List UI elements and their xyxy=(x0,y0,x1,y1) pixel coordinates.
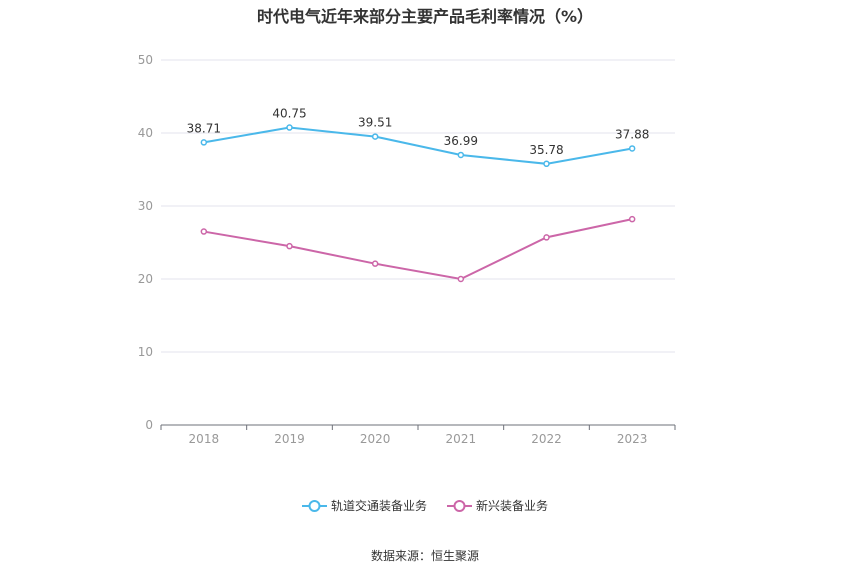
legend-item[interactable]: 新兴装备业务 xyxy=(447,497,548,514)
data-label: 37.88 xyxy=(615,127,649,141)
x-tick-label: 2019 xyxy=(274,432,305,446)
data-point xyxy=(628,215,636,223)
data-point xyxy=(371,260,379,267)
data-point xyxy=(543,160,550,168)
data-label: 35.78 xyxy=(529,143,563,157)
legend-item[interactable]: 轨道交通装备业务 xyxy=(301,497,427,514)
y-tick-label: 50 xyxy=(138,53,153,67)
data-label: 36.99 xyxy=(444,134,478,148)
y-tick-label: 30 xyxy=(138,199,153,213)
data-point xyxy=(457,151,465,159)
data-label: 40.75 xyxy=(272,107,306,121)
data-point xyxy=(286,124,293,131)
series-line-0 xyxy=(203,126,633,165)
y-tick-label: 20 xyxy=(138,272,153,286)
legend-label: 新兴装备业务 xyxy=(476,499,549,513)
source-note: 数据来源：恒生聚源 xyxy=(370,549,479,563)
chart-legend: 轨道交通装备业务 新兴装备业务 xyxy=(0,497,850,514)
x-tick-label: 2020 xyxy=(360,432,391,446)
series-line-1 xyxy=(203,218,633,281)
data-point xyxy=(286,242,293,250)
legend-line-marker-icon xyxy=(301,499,327,512)
x-tick-label: 2018 xyxy=(189,432,220,446)
legend-label: 轨道交通装备业务 xyxy=(330,499,427,513)
data-label: 38.71 xyxy=(187,121,221,135)
x-tick-label: 2022 xyxy=(531,432,562,446)
x-tick-label: 2023 xyxy=(617,432,648,446)
y-tick-label: 0 xyxy=(145,418,153,432)
legend-line-marker-icon xyxy=(447,499,472,512)
data-point xyxy=(371,133,379,140)
y-tick-label: 40 xyxy=(138,126,153,140)
data-point xyxy=(200,139,208,146)
data-point xyxy=(543,234,550,241)
data-label: 39.51 xyxy=(358,116,392,130)
data-point xyxy=(457,275,465,283)
x-tick-label: 2021 xyxy=(446,432,477,446)
chart-title: 时代电气近年来部分主要产品毛利率情况（%） xyxy=(256,7,594,26)
data-point xyxy=(200,228,208,235)
data-point xyxy=(628,145,636,152)
y-tick-label: 10 xyxy=(138,345,153,359)
